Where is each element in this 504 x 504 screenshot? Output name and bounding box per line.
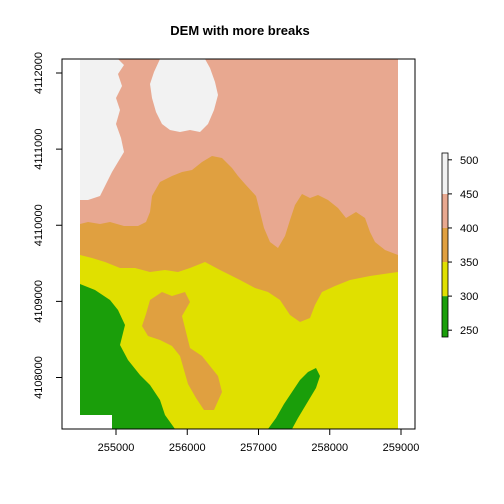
legend-swatch <box>442 227 448 263</box>
legend-swatch <box>442 296 448 337</box>
legend-swatch <box>442 262 448 297</box>
legend-tick-label: 450 <box>460 189 478 201</box>
legend-swatch <box>442 153 448 194</box>
zone-light-upper <box>150 59 218 132</box>
legend-tick-label: 400 <box>460 223 478 235</box>
zone-white-corner <box>80 415 112 429</box>
y-tick-label: 4108000 <box>33 356 45 399</box>
y-tick-label: 4110000 <box>33 204 45 246</box>
chart-title: DEM with more breaks <box>170 23 309 38</box>
y-tick-label: 4112000 <box>33 52 45 94</box>
x-tick-label: 257000 <box>240 442 277 454</box>
legend-tick-label: 300 <box>460 291 478 303</box>
y-tick-label: 4109000 <box>33 280 45 323</box>
x-tick-label: 258000 <box>311 442 348 454</box>
legend-tick-label: 350 <box>460 257 478 269</box>
x-tick-label: 256000 <box>169 442 206 454</box>
zone-green-bottom-strip <box>268 368 320 429</box>
y-tick-label: 4111000 <box>33 129 45 170</box>
zone-orange-lobe <box>142 292 222 410</box>
legend: 250 300 350 400 450 500 <box>441 152 478 338</box>
x-axis: 255000 256000 257000 258000 259000 <box>98 428 420 454</box>
y-axis: 4108000 4109000 4110000 4111000 4112000 <box>33 52 63 399</box>
legend-frame <box>441 152 449 338</box>
dem-raster <box>80 59 398 429</box>
legend-tick-label: 250 <box>460 325 478 337</box>
x-tick-label: 255000 <box>98 442 135 454</box>
x-tick-label: 259000 <box>383 442 420 454</box>
legend-swatch <box>442 193 448 228</box>
legend-tick-label: 500 <box>460 155 478 167</box>
zone-light <box>80 59 124 200</box>
